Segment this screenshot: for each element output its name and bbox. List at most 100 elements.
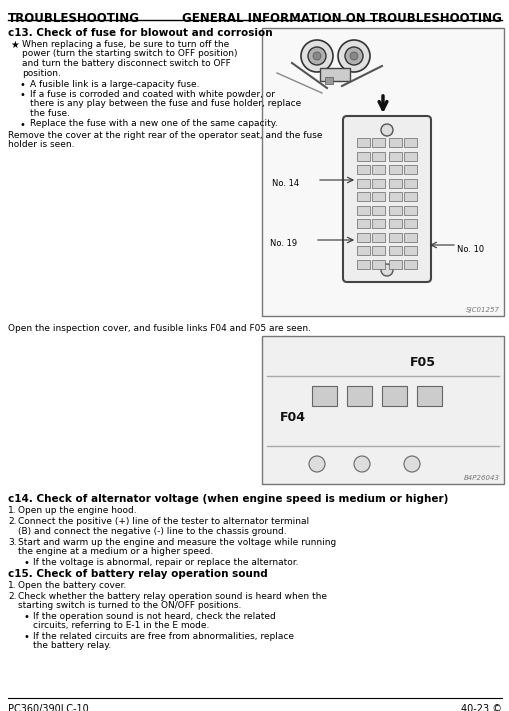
- Text: position.: position.: [22, 68, 61, 77]
- Text: 1.: 1.: [8, 506, 17, 515]
- Text: If a fuse is corroded and coated with white powder, or: If a fuse is corroded and coated with wh…: [30, 90, 274, 99]
- Bar: [371, 138, 384, 147]
- Bar: [388, 192, 401, 201]
- Text: Start and warm up the engine and measure the voltage while running: Start and warm up the engine and measure…: [18, 538, 335, 547]
- Bar: [324, 77, 332, 84]
- Bar: [388, 165, 401, 174]
- Text: and turn the battery disconnect switch to OFF: and turn the battery disconnect switch t…: [22, 59, 230, 68]
- Text: Open the battery cover.: Open the battery cover.: [18, 581, 126, 590]
- Bar: [416, 386, 441, 406]
- Bar: [388, 151, 401, 161]
- Text: holder is seen.: holder is seen.: [8, 140, 74, 149]
- Text: A fusible link is a large-capacity fuse.: A fusible link is a large-capacity fuse.: [30, 80, 199, 89]
- Bar: [356, 178, 369, 188]
- Bar: [371, 246, 384, 255]
- Bar: [356, 192, 369, 201]
- Circle shape: [353, 456, 369, 472]
- Text: •: •: [24, 558, 30, 568]
- Bar: [388, 178, 401, 188]
- Bar: [403, 138, 416, 147]
- Circle shape: [380, 264, 392, 276]
- Bar: [319, 68, 349, 81]
- Bar: [356, 205, 369, 215]
- Text: •: •: [24, 632, 30, 642]
- Bar: [403, 192, 416, 201]
- Text: •: •: [20, 80, 26, 90]
- Text: TROUBLESHOOTING: TROUBLESHOOTING: [8, 12, 140, 25]
- Circle shape: [344, 47, 362, 65]
- Text: power (turn the starting switch to OFF position): power (turn the starting switch to OFF p…: [22, 50, 237, 58]
- Text: 2.: 2.: [8, 592, 16, 601]
- Bar: [388, 138, 401, 147]
- Bar: [403, 260, 416, 269]
- Text: the battery relay.: the battery relay.: [33, 641, 111, 651]
- Bar: [371, 232, 384, 242]
- Text: •: •: [20, 90, 26, 100]
- Text: SJC01257: SJC01257: [465, 307, 499, 313]
- Bar: [371, 205, 384, 215]
- Text: c15. Check of battery relay operation sound: c15. Check of battery relay operation so…: [8, 569, 267, 579]
- Text: there is any play between the fuse and fuse holder, replace: there is any play between the fuse and f…: [30, 100, 301, 109]
- Bar: [371, 260, 384, 269]
- Text: the fuse.: the fuse.: [30, 109, 70, 118]
- Bar: [356, 165, 369, 174]
- Text: c14. Check of alternator voltage (when engine speed is medium or higher): c14. Check of alternator voltage (when e…: [8, 494, 447, 504]
- Text: 3.: 3.: [8, 538, 17, 547]
- Text: •: •: [20, 119, 26, 129]
- Text: F04: F04: [279, 411, 305, 424]
- Text: B4P26043: B4P26043: [463, 475, 499, 481]
- Text: starting switch is turned to the ON/OFF positions.: starting switch is turned to the ON/OFF …: [18, 602, 241, 611]
- Bar: [388, 219, 401, 228]
- Text: ★: ★: [10, 40, 19, 50]
- FancyBboxPatch shape: [343, 116, 430, 282]
- Text: If the voltage is abnormal, repair or replace the alternator.: If the voltage is abnormal, repair or re…: [33, 558, 298, 567]
- Text: Replace the fuse with a new one of the same capacity.: Replace the fuse with a new one of the s…: [30, 119, 277, 129]
- Bar: [371, 178, 384, 188]
- Circle shape: [300, 40, 332, 72]
- Text: Open up the engine hood.: Open up the engine hood.: [18, 506, 136, 515]
- Bar: [403, 219, 416, 228]
- Text: If the related circuits are free from abnormalities, replace: If the related circuits are free from ab…: [33, 632, 293, 641]
- Bar: [403, 205, 416, 215]
- Text: PC360/390LC-10: PC360/390LC-10: [8, 704, 89, 711]
- Circle shape: [337, 40, 369, 72]
- Bar: [403, 178, 416, 188]
- Text: the engine at a medium or a higher speed.: the engine at a medium or a higher speed…: [18, 547, 213, 557]
- Text: Remove the cover at the right rear of the operator seat, and the fuse: Remove the cover at the right rear of th…: [8, 131, 322, 139]
- Bar: [346, 386, 371, 406]
- Text: No. 19: No. 19: [269, 240, 297, 249]
- Bar: [371, 192, 384, 201]
- Circle shape: [308, 456, 324, 472]
- Bar: [388, 232, 401, 242]
- Text: (B) and connect the negative (-) line to the chassis ground.: (B) and connect the negative (-) line to…: [18, 527, 286, 535]
- Text: No. 14: No. 14: [271, 179, 299, 188]
- Text: GENERAL INFORMATION ON TROUBLESHOOTING: GENERAL INFORMATION ON TROUBLESHOOTING: [182, 12, 501, 25]
- Text: Check whether the battery relay operation sound is heard when the: Check whether the battery relay operatio…: [18, 592, 326, 601]
- Text: Open the inspection cover, and fusible links F04 and F05 are seen.: Open the inspection cover, and fusible l…: [8, 324, 310, 333]
- Bar: [356, 151, 369, 161]
- Text: F05: F05: [409, 356, 435, 369]
- Bar: [388, 260, 401, 269]
- Text: If the operation sound is not heard, check the related: If the operation sound is not heard, che…: [33, 612, 275, 621]
- Text: 1.: 1.: [8, 581, 17, 590]
- Bar: [403, 246, 416, 255]
- Text: circuits, referring to E-1 in the E mode.: circuits, referring to E-1 in the E mode…: [33, 621, 209, 631]
- Bar: [356, 260, 369, 269]
- Circle shape: [307, 47, 325, 65]
- Bar: [371, 219, 384, 228]
- Circle shape: [380, 124, 392, 136]
- Bar: [262, 336, 503, 484]
- Text: When replacing a fuse, be sure to turn off the: When replacing a fuse, be sure to turn o…: [22, 40, 229, 49]
- Text: c13. Check of fuse for blowout and corrosion: c13. Check of fuse for blowout and corro…: [8, 28, 272, 38]
- Bar: [262, 28, 503, 316]
- Text: Connect the positive (+) line of the tester to alternator terminal: Connect the positive (+) line of the tes…: [18, 517, 308, 526]
- Bar: [356, 219, 369, 228]
- Bar: [356, 232, 369, 242]
- Bar: [381, 386, 406, 406]
- Bar: [388, 205, 401, 215]
- Text: 40-23 ©: 40-23 ©: [460, 704, 501, 711]
- Text: •: •: [24, 612, 30, 622]
- Bar: [403, 232, 416, 242]
- Text: 2.: 2.: [8, 517, 16, 526]
- Text: No. 10: No. 10: [456, 245, 483, 254]
